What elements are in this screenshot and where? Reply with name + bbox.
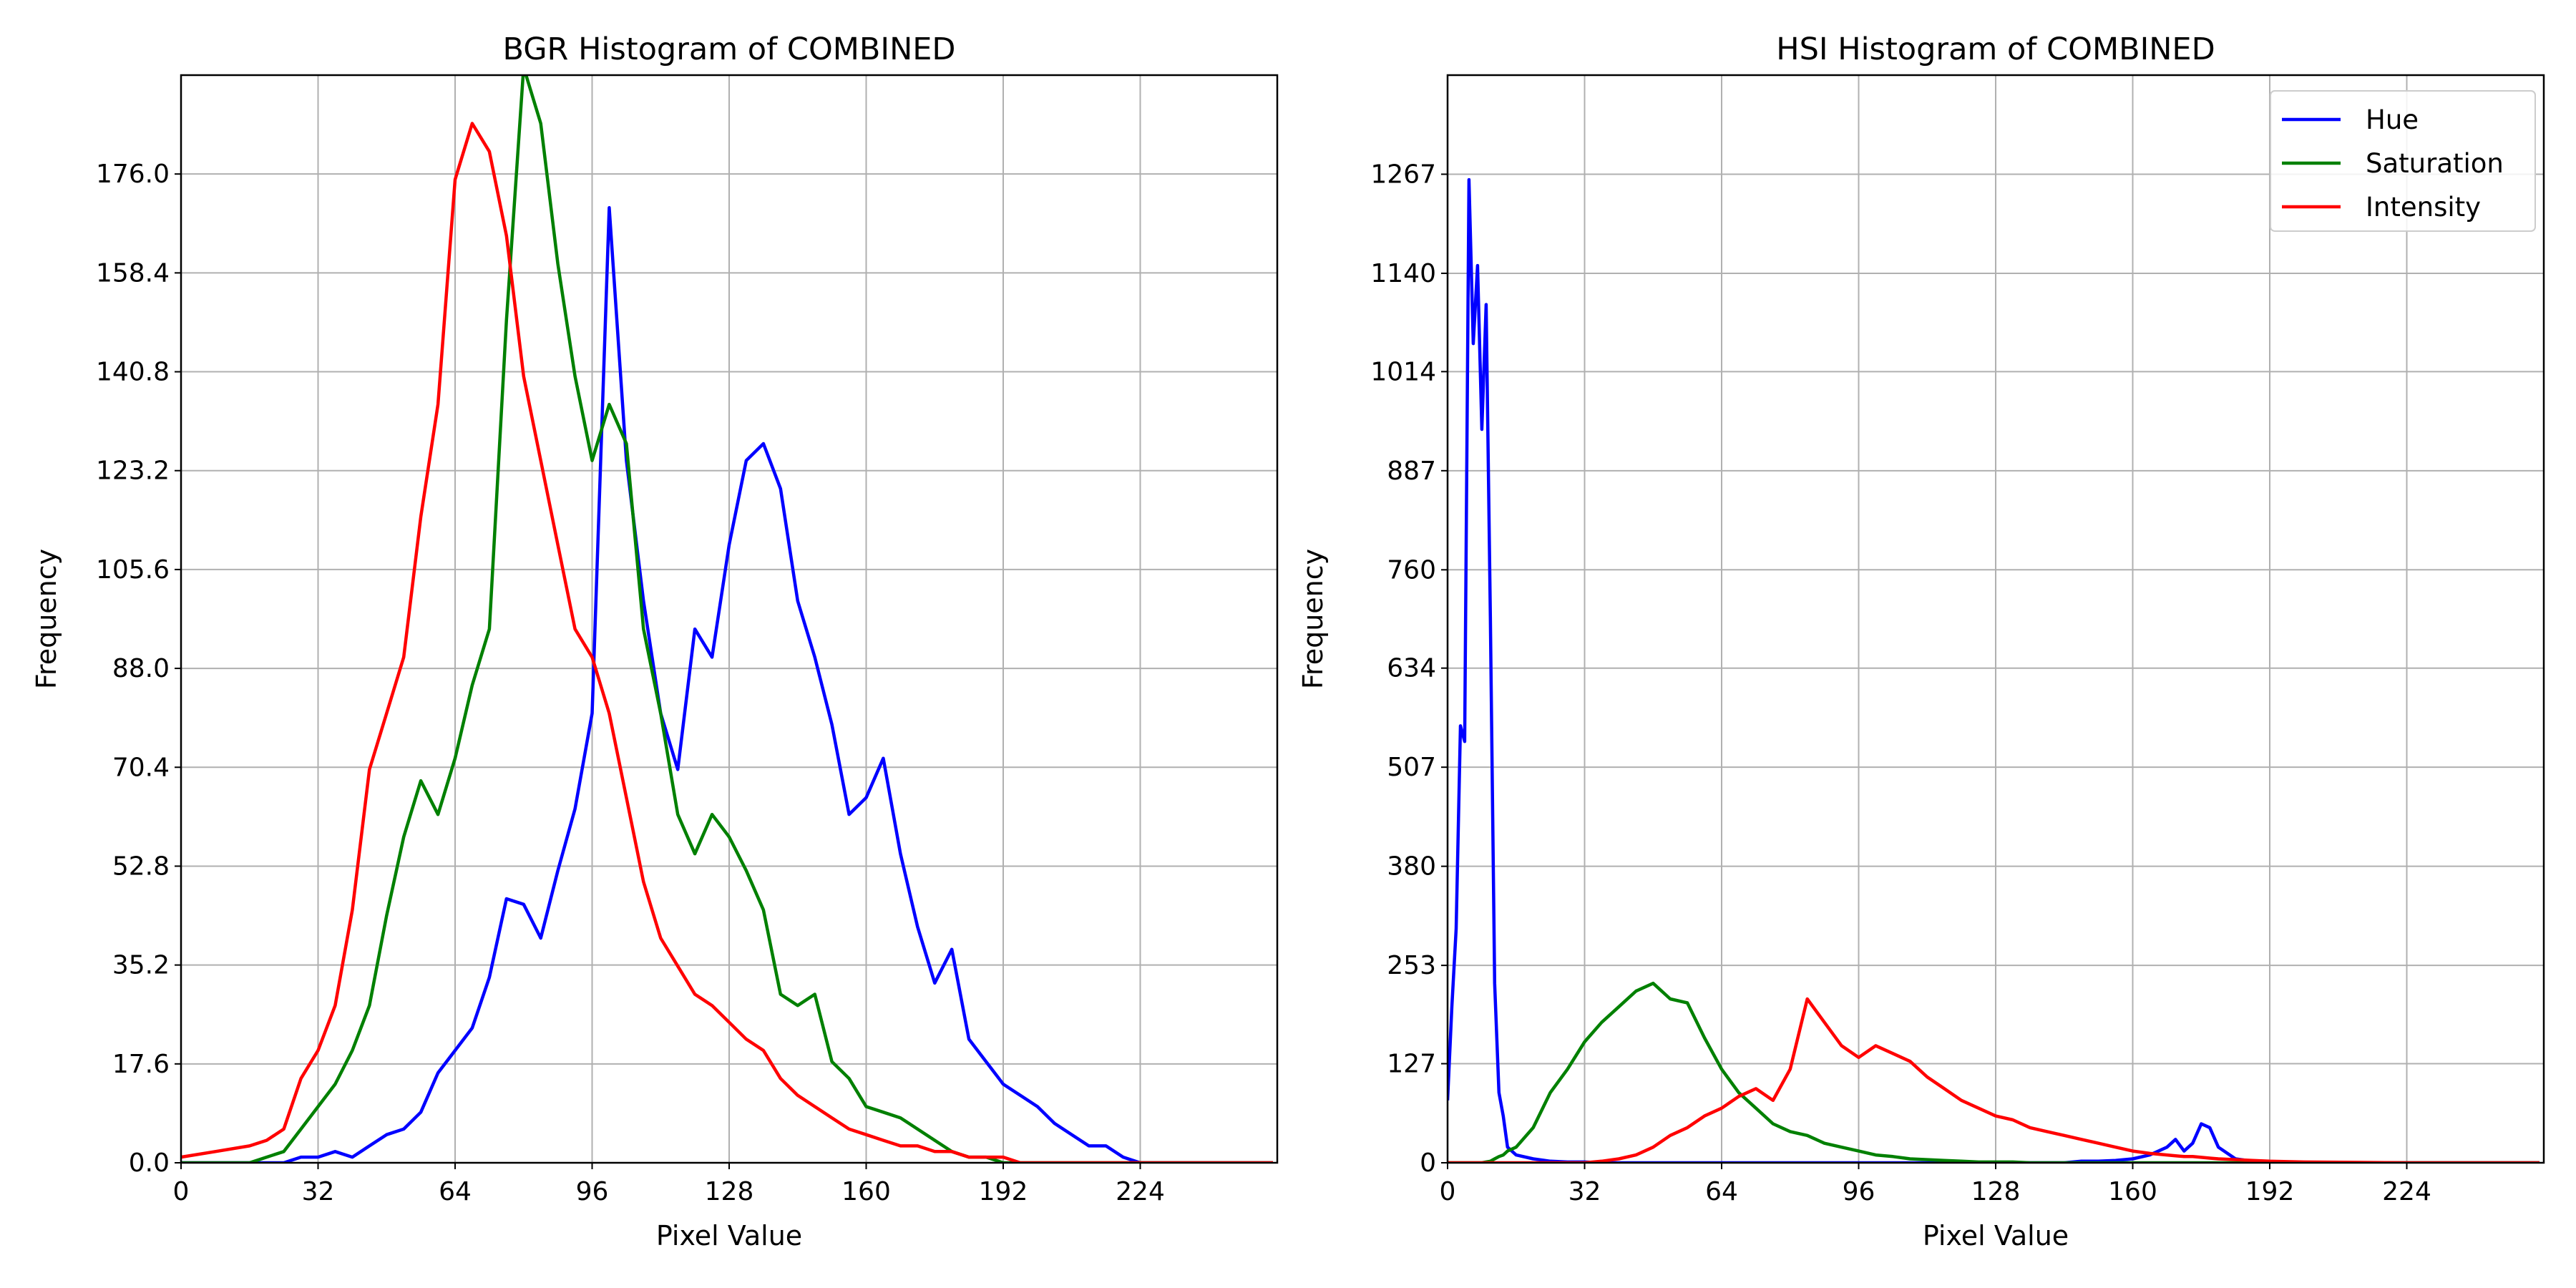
- hsi-legend: Hue Saturation Intensity: [2270, 90, 2536, 232]
- hsi-y-tick-label: 0: [1420, 1148, 1436, 1178]
- hsi-y-tick-label: 887: [1387, 457, 1436, 486]
- bgr-series-0-line: [181, 206, 1273, 1163]
- bgr-y-tick-label: 176.0: [96, 160, 170, 189]
- hsi-y-tick-label: 253: [1387, 951, 1436, 980]
- bgr-y-axis-label: Frequency: [31, 549, 62, 689]
- hsi-histogram-panel: 0 32 64 96 128 160 192 224 0 127 253 380 507 634 760 88…: [1297, 31, 2545, 1252]
- bgr-x-tick-label: 192: [979, 1177, 1028, 1206]
- hsi-ticks: 0 32 64 96 128 160 192 224 0 127 253 380 507 634 760 88…: [1370, 160, 2431, 1206]
- bgr-histogram-panel: 0 32 64 96 128 160 192 224 0.0 17.6 35.2 52.8 70.4 88…: [31, 31, 1279, 1252]
- bgr-y-tick-label: 0.0: [129, 1148, 170, 1178]
- hsi-y-tick-label: 1140: [1370, 259, 1436, 288]
- bgr-x-tick-label: 160: [841, 1177, 891, 1206]
- bgr-x-tick-label: 128: [705, 1177, 754, 1206]
- hsi-y-tick-label: 380: [1387, 852, 1436, 882]
- bgr-x-tick-label: 224: [1116, 1177, 1165, 1206]
- bgr-y-tick-label: 35.2: [112, 951, 170, 980]
- hsi-x-tick-label: 192: [2245, 1177, 2295, 1206]
- hsi-grid: [1447, 75, 2544, 1163]
- bgr-y-tick-label: 17.6: [112, 1050, 170, 1079]
- bgr-y-tick-label: 123.2: [96, 457, 170, 486]
- hsi-x-tick-label: 96: [1843, 1177, 1875, 1206]
- hsi-y-tick-label: 634: [1387, 654, 1436, 683]
- hsi-legend-box: [2270, 90, 2536, 232]
- bgr-x-axis-label: Pixel Value: [656, 1220, 802, 1252]
- bgr-x-tick-label: 64: [439, 1177, 472, 1206]
- bgr-y-tick-label: 70.4: [112, 753, 170, 782]
- hsi-y-tick-label: 507: [1387, 753, 1436, 782]
- hsi-x-tick-label: 160: [2108, 1177, 2157, 1206]
- hsi-y-tick-label: 1014: [1370, 357, 1436, 386]
- bgr-series-1-line: [181, 75, 1273, 1163]
- hsi-legend-label-intensity: Intensity: [2366, 192, 2481, 223]
- bgr-y-tick-label: 88.0: [112, 654, 170, 683]
- bgr-x-tick-label: 32: [302, 1177, 335, 1206]
- hsi-x-axis-label: Pixel Value: [1923, 1220, 2069, 1252]
- hsi-series-intensity-line: [1448, 997, 2540, 1163]
- bgr-series-2-line: [181, 122, 1273, 1163]
- bgr-y-tick-label: 105.6: [96, 555, 170, 585]
- bgr-grid: [180, 75, 1277, 1163]
- hsi-y-axis-label: Frequency: [1297, 549, 1329, 689]
- hsi-x-tick-label: 0: [1440, 1177, 1456, 1206]
- bgr-y-tick-label: 158.4: [96, 258, 170, 288]
- hsi-y-tick-label: 127: [1387, 1050, 1436, 1079]
- hsi-legend-label-saturation: Saturation: [2366, 148, 2504, 179]
- bgr-x-tick-label: 0: [173, 1177, 190, 1206]
- hsi-series: [1448, 177, 2540, 1163]
- bgr-series: [181, 75, 1273, 1163]
- bgr-x-tick-label: 96: [576, 1177, 609, 1206]
- hsi-chart-title: HSI Histogram of COMBINED: [1776, 31, 2215, 67]
- hsi-x-tick-label: 128: [1971, 1177, 2021, 1206]
- hsi-x-tick-label: 32: [1568, 1177, 1601, 1206]
- hsi-series-hue-line: [1448, 177, 2540, 1163]
- bgr-ticks: 0 32 64 96 128 160 192 224 0.0 17.6 35.2 52.8 70.4 88…: [96, 160, 1165, 1206]
- bgr-y-tick-label: 140.8: [96, 358, 170, 387]
- hsi-x-tick-label: 64: [1705, 1177, 1738, 1206]
- bgr-y-tick-label: 52.8: [112, 852, 170, 881]
- bgr-chart-title: BGR Histogram of COMBINED: [502, 31, 955, 67]
- hsi-legend-label-hue: Hue: [2366, 104, 2419, 135]
- hsi-x-tick-label: 224: [2382, 1177, 2431, 1206]
- hsi-y-tick-label: 1267: [1370, 160, 1436, 189]
- hsi-y-tick-label: 760: [1387, 555, 1436, 585]
- hsi-series-saturation-line: [1448, 981, 2540, 1163]
